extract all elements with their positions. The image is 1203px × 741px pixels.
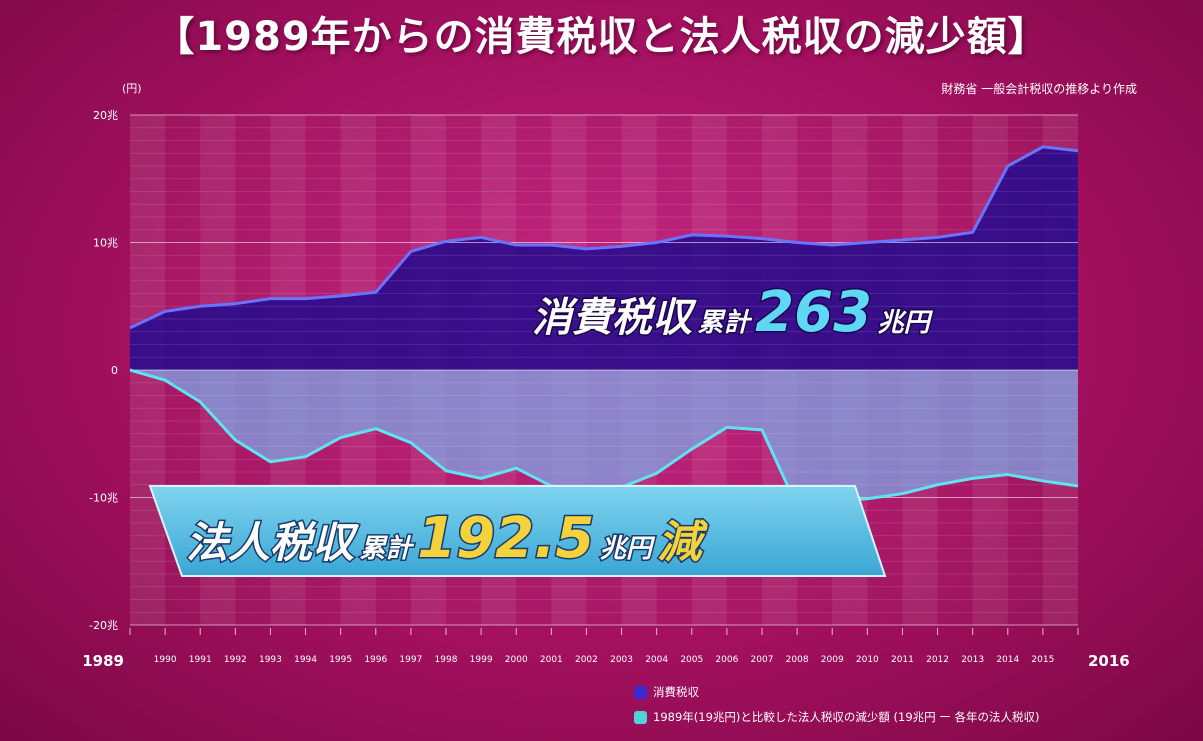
x-tick-label: 1999 <box>470 655 493 665</box>
y-tick-label: 10兆 <box>93 237 118 250</box>
svg-text:法人税収 累計 192.5: 法人税収 累計 192.5 兆円 減 <box>186 506 709 571</box>
corporate-callout-banner <box>148 485 887 577</box>
x-tick-label: 2014 <box>996 655 1019 665</box>
legend-swatch-consumption <box>634 685 647 699</box>
corporate-callout-prefix: 累計 <box>360 534 415 564</box>
source-note: 財務省 一般会計税収の推移より作成 <box>941 82 1137 96</box>
corporate-callout: 法人税収 累計 192.5 兆円 減 <box>148 485 887 577</box>
x-tick-label: 2002 <box>575 655 598 665</box>
x-tick-label: 2004 <box>645 655 668 665</box>
x-tick-label: 1992 <box>224 655 247 665</box>
y-unit-label: (円) <box>122 82 142 95</box>
consumption-line <box>129 145 1079 330</box>
legend-swatch-corporate <box>634 710 647 724</box>
x-tick-label: 2015 <box>1031 655 1054 665</box>
x-tick-label: 2003 <box>610 655 633 665</box>
corporate-callout-name: 法人税収 <box>186 518 359 567</box>
x-tick-label: 1998 <box>435 655 458 665</box>
consumption-callout: 消費税収 累計 263 兆円 <box>531 279 936 347</box>
x-tick-label: 2008 <box>786 655 809 665</box>
y-tick-label: 20兆 <box>93 109 118 122</box>
x-tick-label: 1995 <box>329 655 352 665</box>
axes: 20兆 10兆 0 -10兆 -20兆 1989 1990 1991 1992 1993 1994 1… <box>82 109 1130 670</box>
x-tick-label: 2005 <box>680 655 703 665</box>
x-tick-label: 2006 <box>715 655 738 665</box>
corporate-callout-value: 192.5 <box>417 506 594 571</box>
x-tick-label: 2007 <box>751 655 774 665</box>
chart-title: 【1989年からの消費税収と法人税収の減少額】 <box>154 14 1049 60</box>
x-tick-label: 2013 <box>961 655 984 665</box>
x-tick-label: 2000 <box>505 655 528 665</box>
x-tick-label: 2009 <box>821 655 844 665</box>
legend-item-corporate: 1989年(19兆円)と比較した法人税収の減少額 (19兆円 ー 各年の法人税収… <box>634 709 1039 725</box>
corporate-area <box>130 370 1078 507</box>
consumption-area <box>130 146 1078 370</box>
x-tick-label: 2012 <box>926 655 949 665</box>
y-tick-label: -20兆 <box>89 619 118 632</box>
corporate-callout-trailer: 減 <box>658 517 709 568</box>
y-tick-label: 0 <box>111 364 118 377</box>
x-tick-label: 2011 <box>891 655 914 665</box>
legend-item-consumption: 消費税収 <box>634 684 699 700</box>
x-tick-label: 1993 <box>259 655 282 665</box>
x-tick-label: 1994 <box>294 655 317 665</box>
corporate-callout-suffix: 兆円 <box>600 534 656 564</box>
svg-text:消費税収 累計 263: 消費税収 累計 263 兆円 <box>532 280 934 345</box>
x-tick-label: 1990 <box>154 655 177 665</box>
x-tick-label: 1991 <box>189 655 212 665</box>
legend-label-consumption: 消費税収 <box>653 685 699 699</box>
x-tick-label: 1989 <box>82 652 124 670</box>
consumption-callout-value: 263 <box>755 280 872 345</box>
x-tick-label: 2001 <box>540 655 563 665</box>
x-tick-label: 2016 <box>1088 652 1130 670</box>
x-tick-label: 1997 <box>399 655 422 665</box>
consumption-callout-suffix: 兆円 <box>878 308 934 338</box>
y-tick-label: -10兆 <box>89 492 118 505</box>
consumption-callout-prefix: 累計 <box>698 308 753 338</box>
legend-label-corporate: 1989年(19兆円)と比較した法人税収の減少額 (19兆円 ー 各年の法人税収… <box>653 710 1040 724</box>
x-tick-label: 1996 <box>364 655 387 665</box>
x-tick-label: 2010 <box>856 655 879 665</box>
plot-areas <box>130 146 1078 507</box>
consumption-callout-name: 消費税収 <box>532 295 697 341</box>
